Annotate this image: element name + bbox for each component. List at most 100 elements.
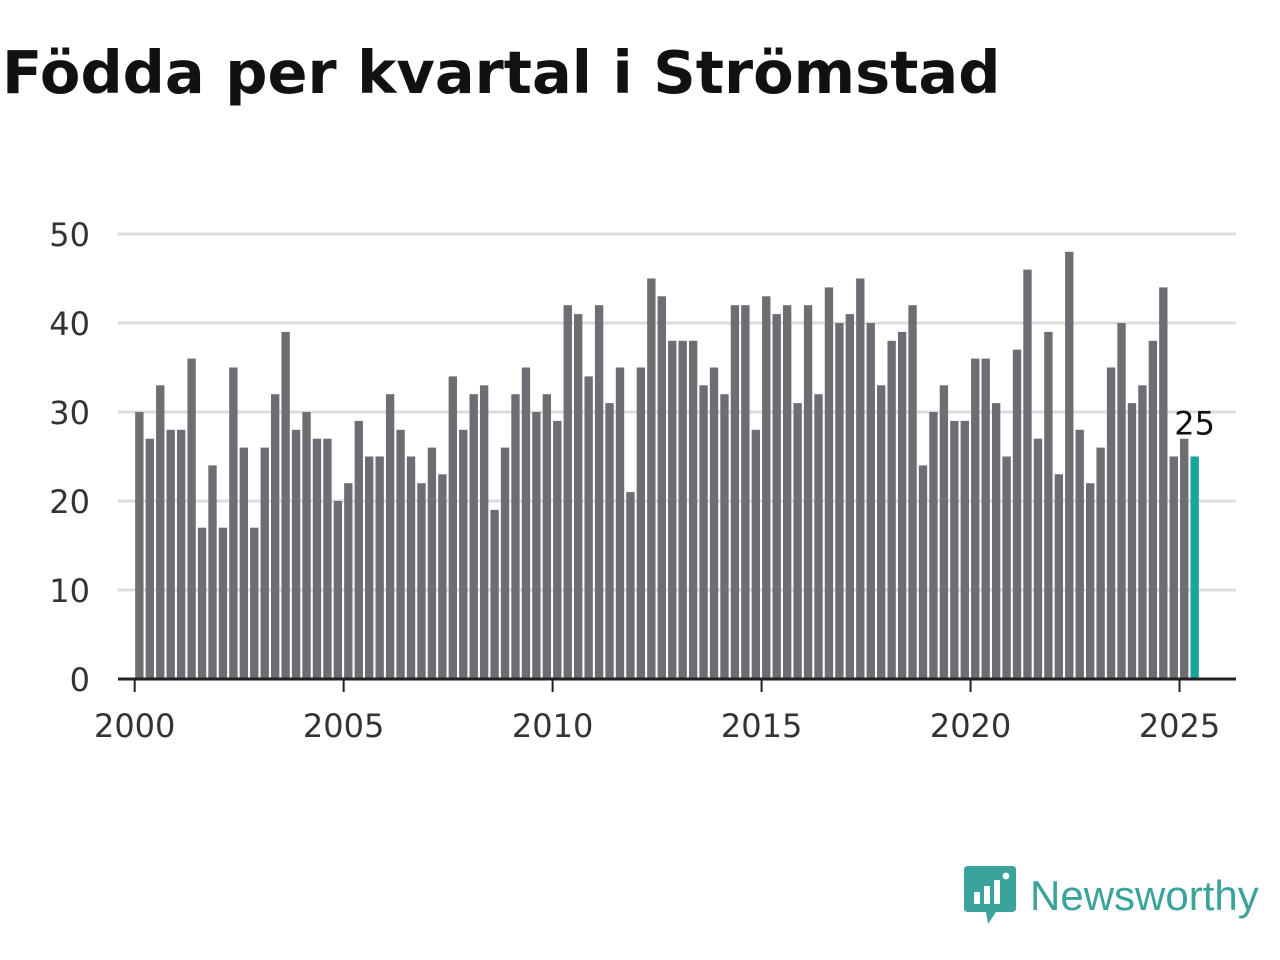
bar (824, 287, 834, 679)
bar (490, 509, 499, 679)
bar (459, 429, 468, 679)
x-tick-label-2005: 2005 (303, 707, 384, 745)
bar (532, 412, 541, 679)
bar (333, 501, 343, 679)
bar (365, 456, 374, 679)
bar (720, 394, 729, 679)
bar (636, 367, 646, 679)
y-tick-label-10: 10 (49, 572, 90, 610)
bar (176, 429, 186, 679)
bar (1106, 367, 1116, 679)
bar (772, 314, 781, 679)
bar (782, 305, 792, 679)
bar (448, 376, 457, 679)
bar (981, 358, 990, 679)
bar (1023, 269, 1032, 679)
y-tick-label-30: 30 (49, 394, 90, 432)
bar (344, 483, 353, 679)
bar (908, 305, 917, 679)
bar (239, 447, 249, 679)
bar (197, 527, 207, 679)
bar (835, 323, 844, 679)
bar (250, 527, 259, 679)
bar (323, 438, 332, 679)
brand-name: Newsworthy (1030, 872, 1259, 919)
bar (145, 438, 154, 679)
bar (500, 447, 510, 679)
bar (479, 385, 489, 679)
bar (803, 305, 813, 679)
bar (741, 305, 750, 679)
bar (793, 403, 802, 679)
bar (563, 305, 572, 679)
bar-chart: 0 10 20 30 40 50 2000 2005 2010 2015 2020 2025 25 (49, 216, 1236, 745)
y-axis-ticks: 0 10 20 30 40 50 (49, 216, 90, 699)
bar (469, 394, 478, 679)
bar (678, 340, 687, 679)
bars (135, 251, 1199, 680)
bar (1075, 429, 1084, 679)
y-tick-label-50: 50 (49, 216, 90, 254)
bar (229, 367, 238, 679)
bar (281, 331, 290, 679)
bar (1138, 385, 1147, 679)
bar (354, 420, 363, 679)
bar (939, 385, 949, 679)
bar (751, 429, 760, 679)
bar (312, 438, 322, 679)
bar (260, 447, 269, 679)
bar (929, 412, 938, 679)
bar (814, 394, 823, 679)
bar (574, 314, 583, 679)
bar-latest (1190, 456, 1199, 679)
bar (971, 358, 980, 679)
bar (615, 367, 625, 679)
bar (271, 394, 280, 679)
bar (699, 385, 708, 679)
bar (511, 394, 520, 679)
bar (553, 420, 562, 679)
bar (866, 323, 875, 679)
bar (427, 447, 437, 679)
bar (1033, 438, 1043, 679)
bar (918, 465, 928, 679)
bar (1096, 447, 1105, 679)
x-tick-label-2015: 2015 (721, 707, 802, 745)
bar (730, 305, 740, 679)
bar (1169, 456, 1178, 679)
bar (845, 314, 855, 679)
bar (521, 367, 531, 679)
bar (1117, 323, 1126, 679)
bar (291, 429, 301, 679)
bar (1127, 403, 1137, 679)
bar (396, 429, 405, 679)
bar (1148, 340, 1158, 679)
y-tick-label-20: 20 (49, 483, 90, 521)
bar (406, 456, 416, 679)
x-tick-label-2010: 2010 (512, 707, 593, 745)
bar (1012, 349, 1022, 679)
bar (438, 474, 447, 679)
bar (991, 403, 1001, 679)
y-tick-label-0: 0 (70, 661, 90, 699)
bar (1180, 438, 1189, 679)
bar (208, 465, 217, 679)
bar (302, 412, 311, 679)
bar (156, 385, 165, 679)
bar (1054, 474, 1064, 679)
bar (594, 305, 604, 679)
bar (187, 358, 196, 679)
bar (417, 483, 426, 679)
bar (1065, 251, 1074, 680)
brand-logo: Newsworthy (964, 864, 1259, 928)
bar (709, 367, 719, 679)
bar (218, 527, 228, 679)
bar (950, 420, 959, 679)
x-tick-label-2020: 2020 (930, 707, 1011, 745)
bar (688, 340, 698, 679)
latest-value-label: 25 (1174, 405, 1215, 443)
data-labels: 25 (1174, 405, 1215, 443)
x-tick-label-2025: 2025 (1139, 707, 1220, 745)
bar (897, 331, 907, 679)
chart-title: Födda per kvartal i Strömstad (2, 38, 1001, 107)
